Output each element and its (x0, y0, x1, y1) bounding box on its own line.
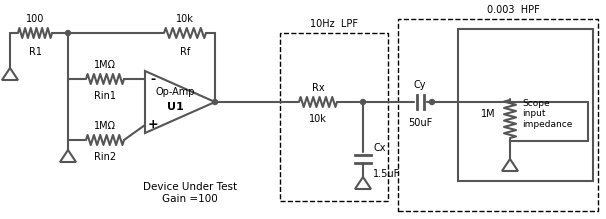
Text: U1: U1 (167, 102, 184, 112)
Text: Rin2: Rin2 (94, 152, 116, 162)
Text: R1: R1 (28, 47, 41, 57)
Circle shape (430, 99, 435, 104)
Text: 100: 100 (26, 14, 44, 24)
Bar (458, 29, 593, 181)
Text: Device Under Test: Device Under Test (143, 182, 237, 192)
Text: 1.5uF: 1.5uF (373, 169, 400, 179)
Text: 0.003  HPF: 0.003 HPF (487, 5, 539, 15)
Text: 1M: 1M (481, 109, 496, 119)
Text: 1MΩ: 1MΩ (94, 121, 116, 131)
Text: 10k: 10k (309, 114, 327, 124)
Text: Rf: Rf (180, 47, 190, 57)
Text: 10Hz  LPF: 10Hz LPF (310, 19, 358, 29)
Text: 50uF: 50uF (408, 118, 432, 128)
Text: 10k: 10k (176, 14, 194, 24)
Bar (398, 19, 598, 211)
Text: Rin1: Rin1 (94, 91, 116, 101)
Circle shape (361, 99, 365, 104)
Bar (280, 33, 388, 201)
Text: Scope
input
impedance: Scope input impedance (522, 99, 573, 129)
Text: -: - (150, 72, 156, 85)
Text: +: + (148, 118, 158, 131)
Text: Op-Amp: Op-Amp (155, 87, 195, 97)
Circle shape (65, 30, 70, 35)
Text: Cx: Cx (373, 143, 385, 153)
Text: Cy: Cy (414, 80, 426, 90)
Circle shape (213, 99, 218, 104)
Text: Gain =100: Gain =100 (162, 194, 218, 204)
Text: 1MΩ: 1MΩ (94, 60, 116, 70)
Text: Rx: Rx (311, 83, 324, 93)
